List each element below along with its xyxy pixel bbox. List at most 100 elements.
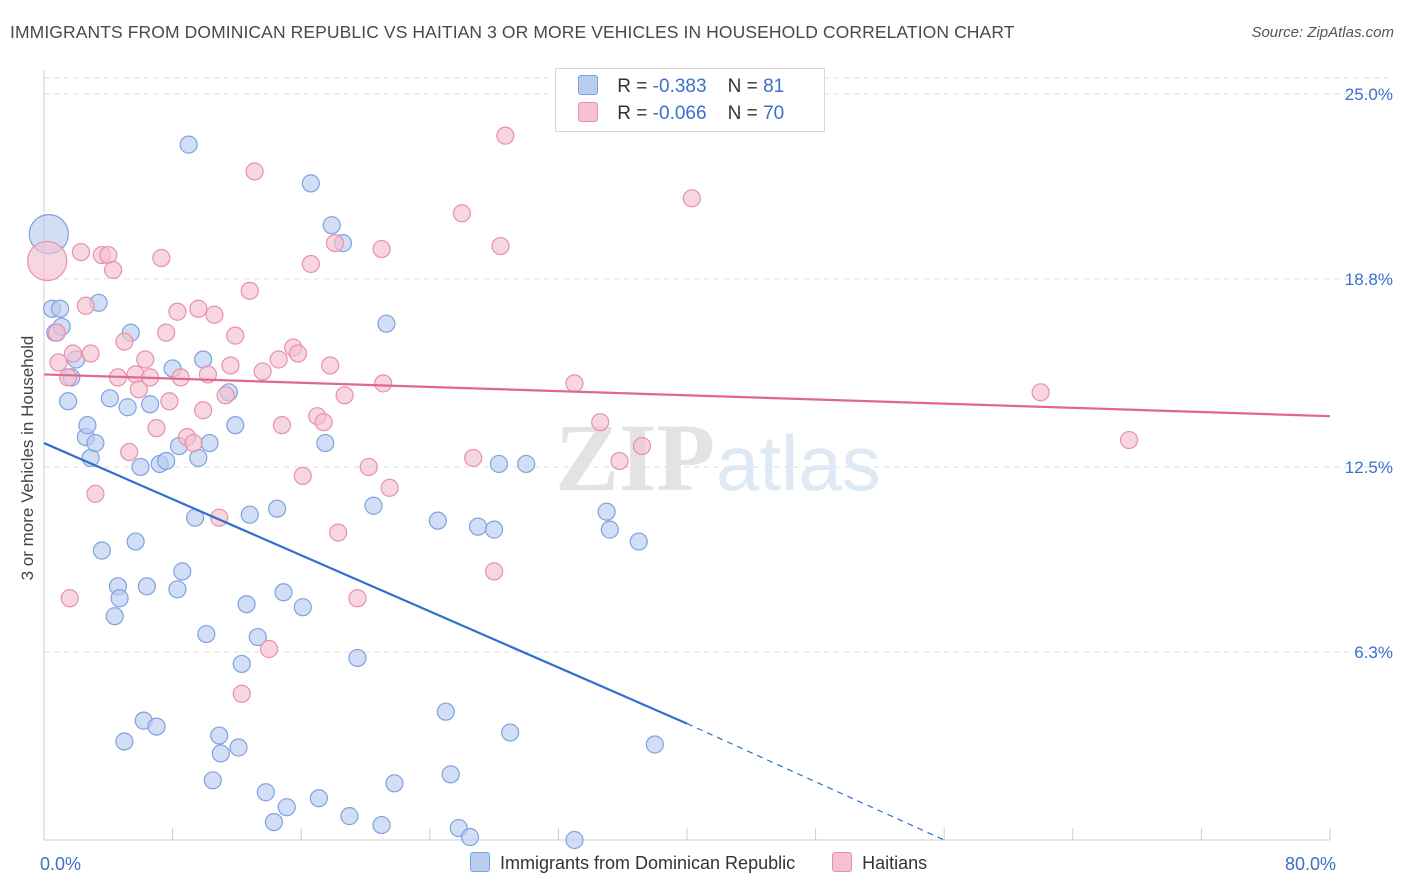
point-dominican bbox=[377, 314, 396, 333]
point-dominican bbox=[92, 541, 111, 560]
x-tick-label: 0.0% bbox=[40, 854, 81, 874]
x-tick-label: 80.0% bbox=[1285, 854, 1336, 874]
point-haitian bbox=[329, 523, 348, 542]
point-haitian bbox=[325, 234, 345, 253]
y-tick-label: 12.5% bbox=[1345, 458, 1393, 477]
point-haitian bbox=[452, 204, 472, 223]
point-dominican bbox=[597, 502, 616, 521]
point-haitian bbox=[491, 236, 510, 256]
point-haitian bbox=[76, 296, 95, 315]
point-dominican bbox=[105, 607, 124, 626]
tick-labels: 6.3% 12.5% 18.8% 25.0% 0.0% 80.0% bbox=[40, 85, 1393, 874]
legend-swatch-blue bbox=[578, 75, 598, 95]
series-legend: Immigrants from Dominican Republic Haiti… bbox=[470, 852, 959, 874]
point-haitian bbox=[152, 248, 171, 268]
point-dominican bbox=[267, 499, 287, 518]
point-haitian bbox=[226, 326, 245, 345]
point-dominican bbox=[364, 496, 383, 515]
point-dominican bbox=[517, 454, 536, 474]
point-haitian bbox=[632, 436, 652, 456]
point-dominican bbox=[301, 174, 320, 193]
point-dominican bbox=[226, 416, 245, 435]
legend-r-value: -0.383 bbox=[652, 76, 707, 97]
point-haitian bbox=[216, 386, 235, 405]
point-haitian bbox=[259, 639, 279, 659]
legend-swatch-blue bbox=[470, 852, 490, 872]
point-dominican bbox=[441, 765, 460, 784]
point-haitian bbox=[1031, 383, 1050, 402]
point-dominican bbox=[229, 738, 248, 757]
point-haitian bbox=[1119, 430, 1139, 450]
legend-r-value: -0.066 bbox=[652, 103, 707, 124]
point-haitian bbox=[496, 126, 515, 145]
point-haitian bbox=[253, 362, 272, 381]
point-haitian bbox=[374, 374, 393, 393]
point-dominican bbox=[460, 827, 480, 847]
point-haitian bbox=[293, 466, 312, 485]
point-dominican bbox=[468, 517, 488, 536]
point-haitian bbox=[335, 386, 354, 405]
legend-row-haitian: R = -0.066 N = 70 bbox=[578, 102, 784, 125]
trend-extension-dominican bbox=[686, 723, 945, 841]
point-haitian bbox=[288, 344, 308, 363]
point-haitian bbox=[348, 589, 367, 608]
point-dominican bbox=[210, 726, 229, 745]
watermark-zip: ZIP bbox=[555, 404, 715, 511]
point-dominican bbox=[372, 815, 391, 835]
point-haitian bbox=[81, 344, 100, 363]
legend-item-dominican: Immigrants from Dominican Republic bbox=[470, 852, 795, 874]
point-dominican bbox=[240, 505, 259, 524]
point-haitian bbox=[59, 368, 78, 387]
point-haitian bbox=[380, 478, 399, 497]
watermark: ZIP atlas bbox=[555, 404, 881, 511]
point-haitian bbox=[184, 433, 203, 453]
point-dominican bbox=[179, 135, 198, 154]
point-haitian bbox=[321, 356, 340, 375]
y-tick-label: 25.0% bbox=[1345, 85, 1393, 104]
legend-swatch-pink bbox=[832, 852, 853, 872]
legend-n-label: N = bbox=[727, 103, 758, 124]
point-dominican bbox=[237, 595, 256, 614]
point-haitian bbox=[160, 392, 179, 411]
point-haitian bbox=[682, 189, 701, 208]
point-dominican bbox=[59, 392, 78, 411]
trend-lines bbox=[43, 373, 1331, 841]
source-credit: Source: ZipAtlas.com bbox=[1251, 24, 1394, 41]
point-haitian bbox=[63, 344, 83, 363]
point-haitian bbox=[232, 684, 251, 703]
point-haitian bbox=[591, 413, 610, 432]
legend-item-haitians: Haitians bbox=[832, 852, 927, 874]
point-dominican bbox=[340, 807, 359, 826]
point-dominican bbox=[293, 598, 312, 617]
trend-line-dominican bbox=[43, 442, 688, 725]
trend-line-haitian bbox=[43, 373, 1331, 418]
point-haitian bbox=[27, 240, 68, 282]
point-dominican bbox=[485, 520, 504, 539]
point-haitian bbox=[71, 242, 91, 262]
point-dominican bbox=[131, 457, 150, 477]
legend-n-label: N = bbox=[727, 76, 758, 97]
point-dominican bbox=[385, 774, 404, 793]
watermark-atlas: atlas bbox=[716, 419, 881, 507]
point-dominican bbox=[50, 299, 70, 318]
point-haitian bbox=[359, 457, 378, 477]
point-dominican bbox=[565, 830, 584, 850]
point-dominican bbox=[140, 395, 160, 414]
point-dominican bbox=[173, 562, 192, 581]
legend-n-value: 81 bbox=[763, 76, 785, 97]
point-dominican bbox=[428, 511, 447, 530]
point-dominican bbox=[277, 798, 296, 817]
point-haitian bbox=[157, 323, 176, 342]
point-dominican bbox=[629, 532, 648, 551]
point-haitian bbox=[147, 419, 166, 438]
point-dominican bbox=[197, 624, 216, 644]
point-haitian bbox=[565, 374, 584, 393]
point-haitian bbox=[240, 281, 259, 300]
point-dominican bbox=[600, 520, 619, 539]
point-dominican bbox=[309, 789, 328, 808]
point-dominican bbox=[126, 532, 145, 551]
y-tick-label: 6.3% bbox=[1354, 643, 1393, 662]
point-dominican bbox=[137, 577, 156, 596]
legend-series-name: Immigrants from Dominican Republic bbox=[500, 853, 796, 873]
